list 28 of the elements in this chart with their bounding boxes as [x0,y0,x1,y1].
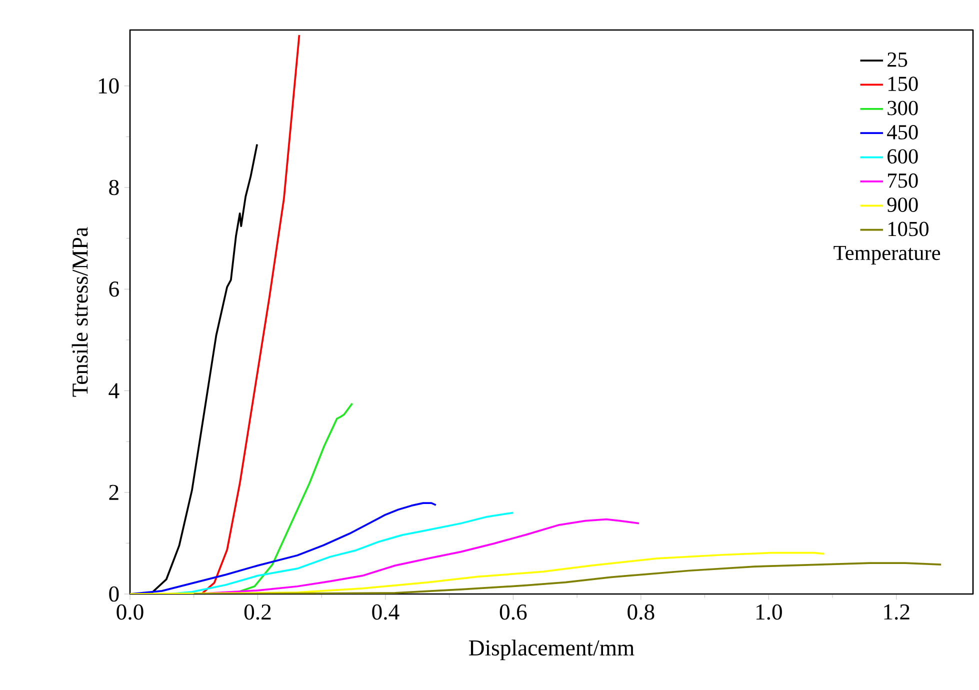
x-tick-label: 1.2 [884,604,910,620]
x-tick-label: 1.0 [756,604,782,620]
legend-label: 450 [887,125,918,140]
y-axis-title: Tensile stress/MPa [72,227,88,397]
y-tick-label: 6 [109,282,119,297]
x-tick-label: 0.2 [244,604,271,620]
x-tick-label: 0.0 [116,604,144,620]
y-tick-label: 8 [109,180,119,196]
legend-label: 300 [888,100,918,116]
line-series [192,562,942,594]
x-tick-label: 0.8 [628,604,654,620]
x-axis-title: Displacement/mm [469,640,634,660]
line-series [150,143,258,594]
legend-label: 750 [888,173,918,188]
x-tick-label: 0.4 [372,604,400,620]
legend-title: Temperature [834,246,940,264]
x-tick-label: 0.6 [500,604,527,620]
legend-label: 1050 [888,222,928,236]
line-series [200,34,300,594]
legend-label: 600 [888,149,918,164]
y-tick-label: 2 [109,484,118,500]
y-tick-label: 4 [108,383,120,398]
line-series [130,552,826,594]
y-tick-label: 10 [98,78,119,94]
legend-label: 900 [887,198,918,212]
legend-label: 150 [888,76,918,92]
legend-label: 25 [888,52,908,67]
y-tick-label: 0 [109,586,119,602]
